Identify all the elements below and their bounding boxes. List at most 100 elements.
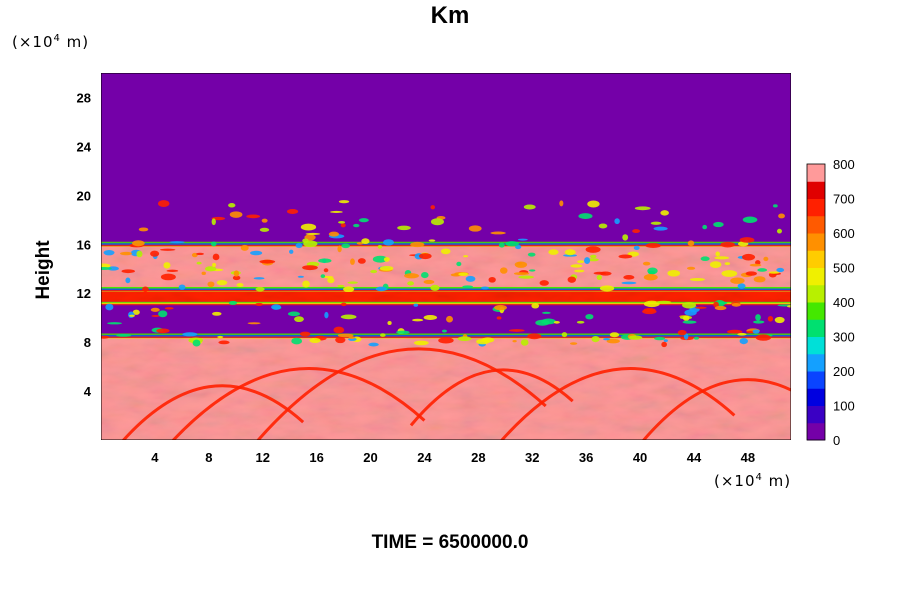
eddy bbox=[622, 234, 629, 241]
eddy bbox=[337, 333, 354, 338]
eddy bbox=[375, 286, 387, 292]
thin-layer bbox=[101, 286, 791, 306]
eddy bbox=[228, 300, 238, 306]
eddy bbox=[129, 314, 135, 317]
eddy bbox=[500, 267, 508, 274]
colorbar-tick-label: 600 bbox=[833, 226, 855, 241]
eddy bbox=[561, 332, 568, 338]
eddy bbox=[553, 320, 560, 324]
colorbar-swatch bbox=[807, 371, 825, 389]
eddy bbox=[590, 254, 597, 259]
eddy bbox=[684, 309, 697, 316]
eddy bbox=[776, 267, 785, 273]
colorbar-swatch bbox=[807, 164, 825, 182]
colorbar-swatch bbox=[807, 250, 825, 268]
eddy bbox=[737, 332, 747, 336]
eddy bbox=[458, 272, 469, 276]
eddy bbox=[121, 269, 135, 274]
eddy bbox=[150, 250, 160, 257]
eddy bbox=[328, 231, 340, 237]
eddy bbox=[714, 256, 730, 260]
time-label: TIME = 6500000.0 bbox=[371, 532, 529, 553]
eddy bbox=[468, 225, 482, 232]
eddy bbox=[490, 231, 506, 235]
colorbar-swatch bbox=[807, 284, 825, 303]
eddy bbox=[718, 301, 728, 305]
eddy bbox=[755, 334, 772, 341]
eddy bbox=[683, 333, 689, 340]
eddy bbox=[327, 277, 335, 284]
eddy bbox=[693, 336, 700, 340]
eddy bbox=[396, 330, 410, 334]
eddy bbox=[767, 315, 774, 322]
eddy bbox=[297, 275, 305, 278]
eddy bbox=[318, 258, 332, 263]
eddy bbox=[715, 251, 720, 257]
eddy bbox=[379, 265, 394, 271]
eddy bbox=[286, 209, 299, 214]
eddy bbox=[682, 320, 697, 324]
eddy bbox=[340, 314, 357, 320]
eddy bbox=[201, 271, 206, 276]
eddy bbox=[752, 329, 760, 334]
x-tick-label: 8 bbox=[205, 450, 212, 465]
eddy bbox=[335, 336, 346, 344]
colorbar-tick-label: 0 bbox=[833, 433, 840, 448]
eddy bbox=[730, 277, 745, 284]
x-tick-label: 24 bbox=[417, 450, 432, 465]
eddy bbox=[212, 311, 222, 316]
eddy bbox=[523, 204, 536, 210]
eddy bbox=[116, 333, 132, 337]
eddy bbox=[609, 332, 620, 338]
colorbar-tick-label: 700 bbox=[833, 192, 855, 207]
eddy bbox=[648, 270, 656, 275]
eddy bbox=[216, 279, 228, 286]
eddy bbox=[430, 284, 440, 291]
eddy bbox=[159, 248, 176, 251]
eddy bbox=[683, 315, 690, 321]
eddy bbox=[228, 203, 236, 208]
eddy bbox=[218, 340, 230, 345]
eddy bbox=[602, 338, 611, 341]
x-tick-label: 12 bbox=[255, 450, 269, 465]
eddy bbox=[739, 237, 755, 243]
y-tick-label: 12 bbox=[77, 286, 91, 301]
eddy bbox=[358, 218, 369, 223]
eddy bbox=[418, 253, 432, 260]
eddy bbox=[421, 272, 429, 279]
eddy bbox=[724, 262, 731, 266]
x-tick-label: 48 bbox=[741, 450, 755, 465]
eddy bbox=[271, 304, 282, 310]
eddy bbox=[151, 314, 160, 317]
eddy bbox=[564, 249, 576, 256]
eddy bbox=[341, 302, 347, 307]
eddy bbox=[713, 301, 719, 308]
eddy bbox=[462, 285, 474, 289]
eddy bbox=[295, 243, 303, 249]
eddy bbox=[618, 254, 633, 259]
eddy bbox=[535, 319, 550, 326]
eddy bbox=[440, 248, 451, 255]
eddy bbox=[585, 246, 601, 253]
eddy bbox=[768, 271, 780, 274]
eddy bbox=[481, 337, 495, 343]
eddy bbox=[574, 269, 585, 273]
eddy bbox=[661, 341, 667, 348]
eddy bbox=[596, 274, 602, 280]
eddy bbox=[383, 239, 394, 246]
eddy bbox=[141, 286, 149, 293]
colorbar-swatch bbox=[807, 302, 825, 320]
eddy bbox=[192, 339, 201, 347]
eddy bbox=[727, 329, 743, 334]
x-tick-label: 32 bbox=[525, 450, 539, 465]
eddy bbox=[323, 268, 329, 273]
eddy bbox=[577, 260, 585, 264]
colorbar-swatch bbox=[807, 388, 825, 406]
eddy bbox=[576, 320, 585, 324]
eddy bbox=[713, 221, 724, 228]
eddy bbox=[599, 271, 612, 276]
eddy bbox=[694, 306, 707, 309]
eddy bbox=[211, 218, 216, 226]
eddy bbox=[320, 274, 326, 279]
